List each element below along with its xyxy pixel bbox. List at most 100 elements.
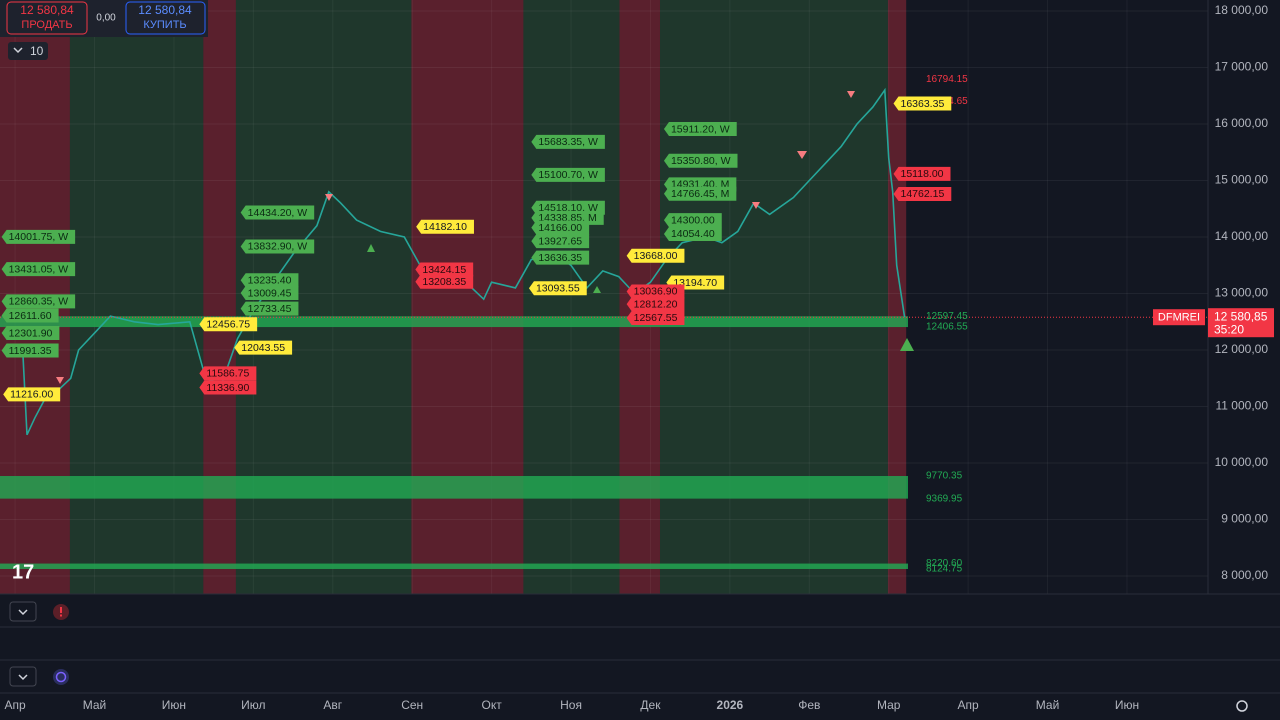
y-axis: 8 000,00 9 000,00 10 000,00 11 000,00 12 000…: [1153, 3, 1274, 582]
zone-high-label: 8220.60: [926, 558, 963, 569]
level-label-text: 12733.45: [248, 303, 292, 315]
y-tick-label: 9 000,00: [1221, 512, 1268, 526]
y-tick-label: 10 000,00: [1215, 455, 1269, 469]
level-label-text: 11586.75: [206, 368, 249, 380]
zone: [0, 476, 908, 499]
error-icon-dot: [60, 614, 62, 617]
level-label: 13927.65: [531, 234, 590, 249]
level-label-box: [626, 248, 685, 263]
level-label-box: [626, 297, 685, 312]
level-label-box: [531, 134, 605, 149]
level-label: 13668.00: [626, 248, 685, 263]
level-label-box: [663, 226, 722, 241]
symbol: DFMREI: [1158, 312, 1200, 324]
plot: [0, 87, 1208, 436]
level-label-box: [1, 294, 76, 309]
collapse-button[interactable]: [9, 666, 37, 687]
level-label: 11216.00: [3, 387, 61, 402]
buy-button[interactable]: [125, 1, 206, 35]
level-label: 12456.75: [199, 317, 258, 332]
refresh-icon[interactable]: [53, 669, 69, 685]
sell-signal: [325, 194, 333, 201]
level-label: 14001.75, W: [1, 229, 76, 244]
level-label-box: [415, 274, 474, 289]
level-label-box: [240, 285, 299, 300]
level-label-box: [234, 340, 293, 355]
level-label-text: 13036.90: [634, 286, 678, 298]
level-label: 12567.55: [626, 310, 685, 325]
sell-button[interactable]: [6, 1, 88, 35]
level-label-box: [415, 262, 474, 277]
zone-low-label: 8124.75: [926, 564, 963, 575]
regime-band: [203, 0, 236, 594]
last-price: 12 580,85: [1214, 309, 1268, 323]
buy-signal: [367, 244, 375, 252]
level-label-box: [199, 366, 257, 381]
sell-signal: [56, 377, 64, 384]
level-label-box: [893, 186, 952, 201]
level-label-text: 14001.75, W: [9, 231, 69, 243]
regime-band: [659, 0, 888, 594]
y-tick-label: 17 000,00: [1215, 60, 1269, 74]
x-tick-label: Апр: [958, 698, 980, 712]
level-label: 13009.45: [240, 285, 299, 300]
level-label-text: 13235.40: [248, 275, 292, 287]
level-label-text: 12301.90: [9, 327, 53, 339]
level-label-text: 15118.00: [900, 168, 943, 180]
x-tick-label: Апр: [4, 698, 26, 712]
level-label-text: 11991.35: [9, 345, 52, 357]
zone-low-label: 9369.95: [926, 493, 963, 504]
level-label-text: 12456.75: [206, 319, 250, 331]
level-label-text: 14054.40: [671, 228, 715, 240]
level-label-box: [663, 186, 737, 201]
chevron-icon: [13, 47, 23, 54]
level-label-box: [240, 205, 315, 220]
level-label-text: 15683.35, W: [538, 136, 598, 148]
level-label-text: 14166.00: [538, 222, 582, 234]
level-label: 14054.40: [663, 226, 722, 241]
level-label-text: 12812.20: [634, 298, 678, 310]
x-tick-label: Ноя: [560, 698, 582, 712]
level-label: 16363.35: [893, 96, 952, 111]
x-tick-label: Сен: [401, 698, 423, 712]
level-label: 13093.55: [528, 281, 587, 296]
panels: [0, 594, 1280, 694]
settings-icon[interactable]: [1236, 700, 1248, 712]
x-tick-label: Июн: [162, 698, 186, 712]
level-label-box: [893, 166, 951, 181]
level-label-text: 15100.70, W: [538, 169, 598, 181]
interval: 10: [30, 44, 44, 58]
sell-signal: [752, 202, 760, 209]
regime-band: [69, 0, 204, 594]
x-tick-label: Дек: [640, 698, 661, 712]
level-label: 13036.90: [626, 284, 685, 299]
level-label: 12611.60: [1, 308, 59, 323]
symbol-box: [1153, 309, 1205, 326]
refresh-icon-ring: [55, 671, 67, 683]
collapse-button[interactable]: [9, 601, 37, 622]
level-label: 13832.90, W: [240, 239, 315, 254]
level-label-text: 13431.05, W: [9, 263, 69, 275]
sell-signal: [847, 91, 855, 98]
level-label-text: 12567.55: [634, 312, 678, 324]
x-axis: Апр Май Июн Июл Авг Сен Окт Ноя Дек 2026 Фев Мар Апр…: [4, 698, 1139, 712]
price-line: [14, 87, 906, 436]
x-tick-label: Май: [1036, 698, 1060, 712]
level-label-text: 13093.55: [536, 283, 580, 295]
level-label-box: [528, 281, 587, 296]
level-label: 11586.75: [199, 366, 257, 381]
buy-label: КУПИТЬ: [143, 19, 186, 31]
level-label-box: [663, 213, 722, 228]
interval-button[interactable]: [8, 42, 48, 60]
level-label-text: 13636.35: [538, 252, 582, 264]
spread: 0,00: [96, 13, 116, 24]
signals: [56, 91, 914, 384]
last-price-box: [1208, 308, 1274, 338]
level-label-box: [531, 167, 605, 182]
level-label-text: 13927.65: [538, 235, 582, 247]
regime-band: [411, 0, 524, 594]
level-label: 12812.20: [626, 297, 685, 312]
